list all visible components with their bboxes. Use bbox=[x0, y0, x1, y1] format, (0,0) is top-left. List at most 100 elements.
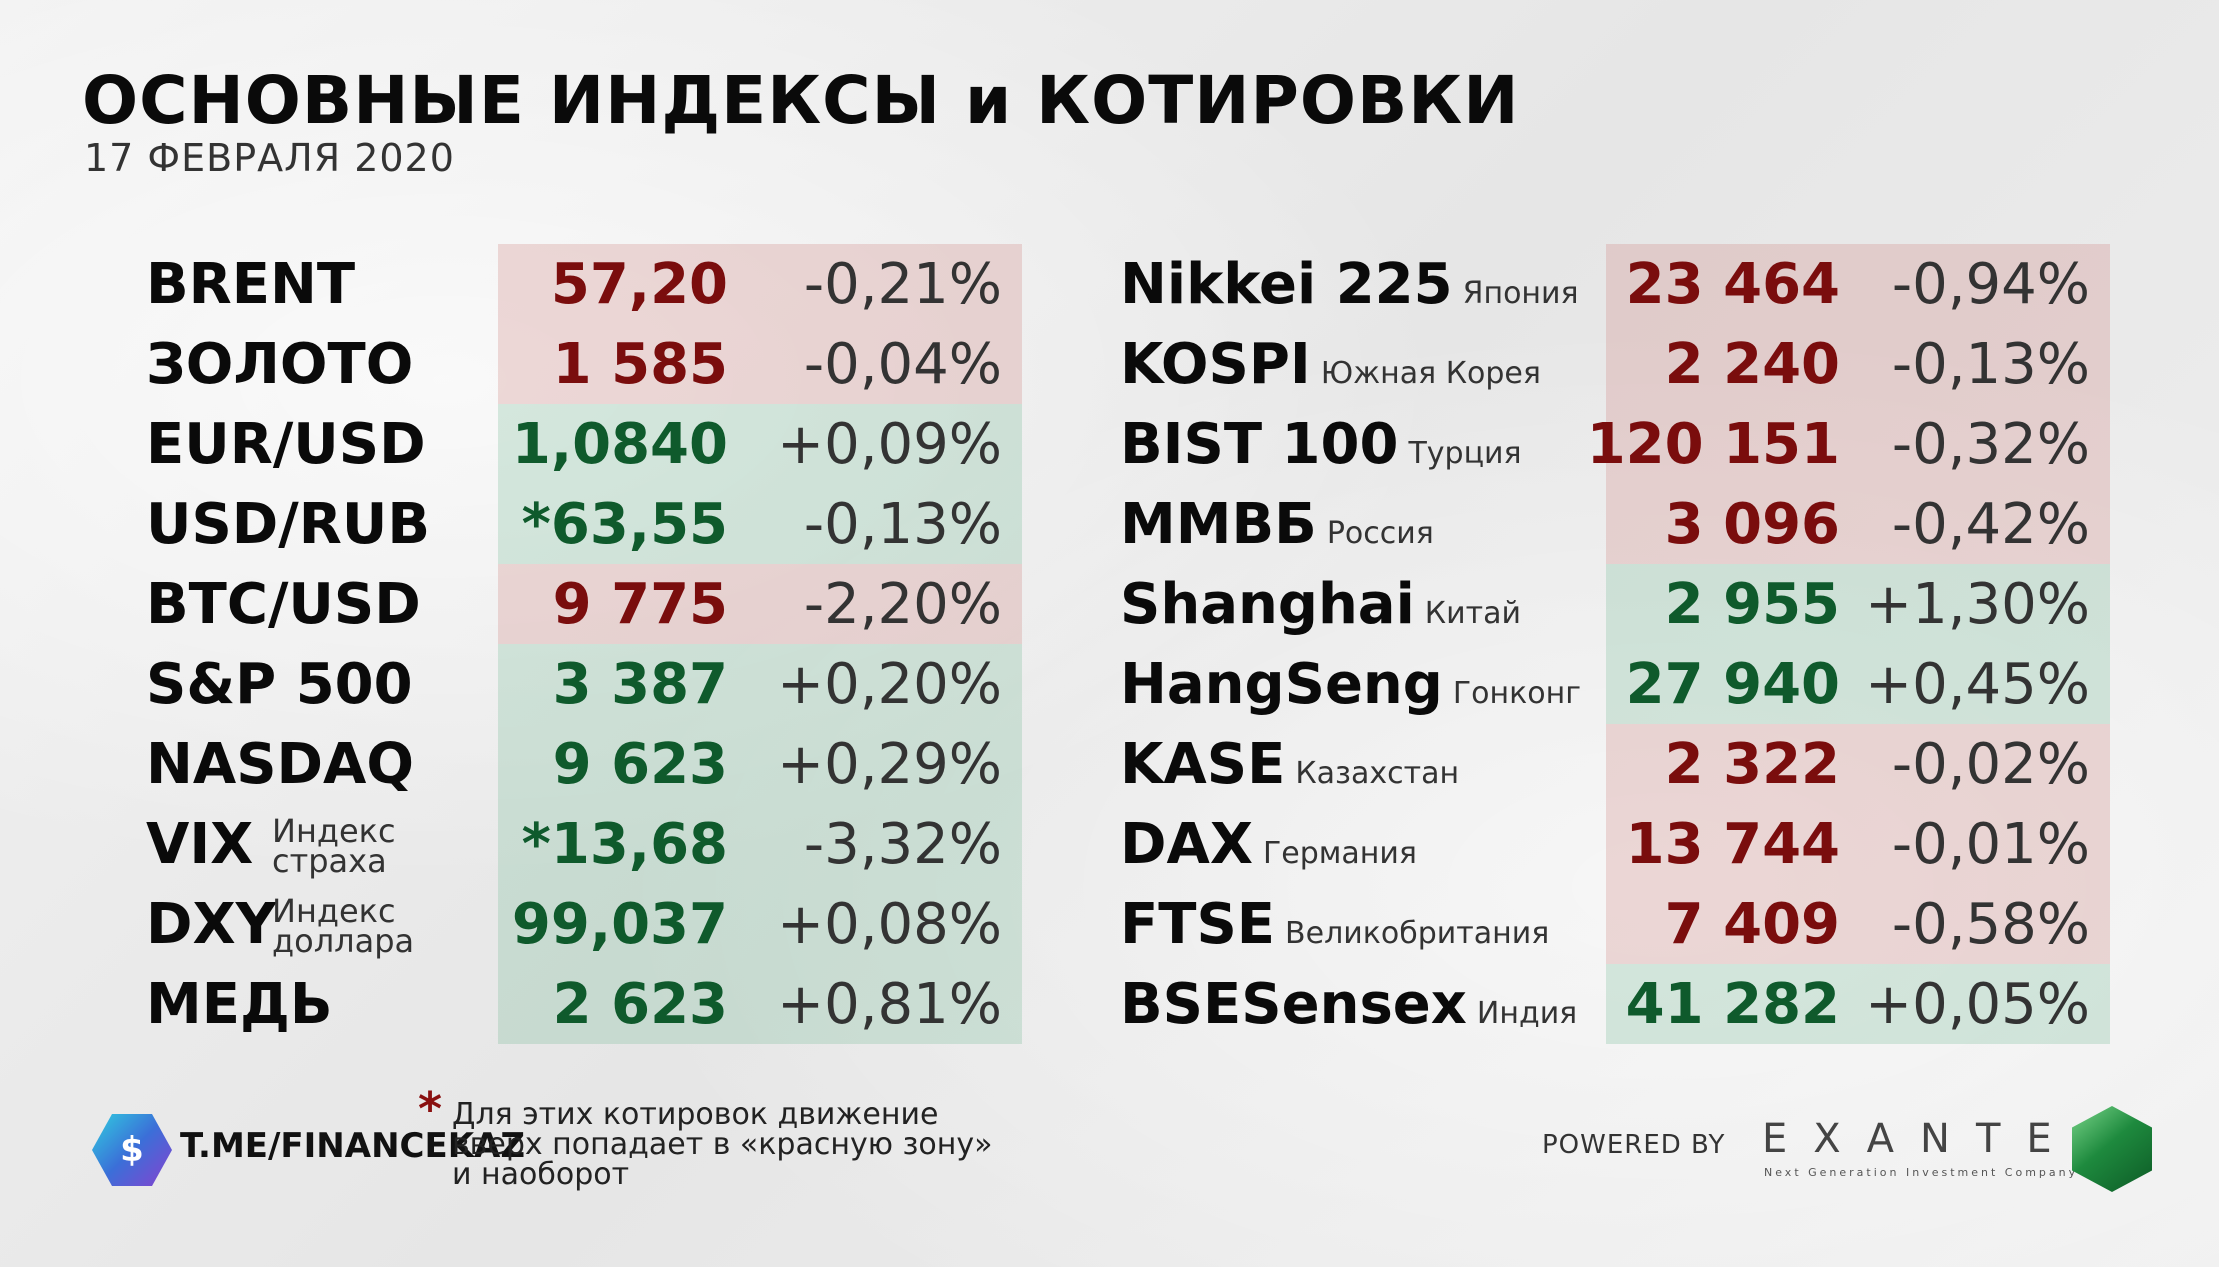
left-quote-value: 57,20 bbox=[550, 252, 728, 317]
right-quote-value: 23 464 bbox=[1625, 252, 1840, 317]
right-row-bg bbox=[1606, 644, 2110, 724]
right-quote-change: +1,30% bbox=[1865, 572, 2090, 637]
quote-country: Россия bbox=[1326, 516, 1434, 551]
left-quote-value: *63,55 bbox=[521, 492, 728, 557]
right-quote-value: 2 240 bbox=[1664, 332, 1840, 397]
left-quote-change: -0,13% bbox=[803, 492, 1002, 557]
quote-country: Турция bbox=[1408, 436, 1522, 471]
footnote: Для этих котировок движение вверх попада… bbox=[452, 1100, 993, 1190]
quote-subtitle-line-2: страха bbox=[272, 842, 387, 880]
right-quote-name: KASE Казахстан bbox=[1120, 732, 1459, 797]
quote-name-text: DXY bbox=[146, 892, 277, 957]
right-quote-name: BSESensex Индия bbox=[1120, 972, 1577, 1037]
right-quote-value: 120 151 bbox=[1586, 412, 1840, 477]
right-quote-change: +0,45% bbox=[1865, 652, 2090, 717]
right-quote-value: 2 955 bbox=[1664, 572, 1840, 637]
right-row-bg bbox=[1606, 484, 2110, 564]
left-quote-value: 9 775 bbox=[552, 572, 728, 637]
left-quote-change: +0,81% bbox=[777, 972, 1002, 1037]
right-quote-value: 3 096 bbox=[1664, 492, 1840, 557]
right-row-bg bbox=[1606, 804, 2110, 884]
quote-subtitle-line-1: Индекс bbox=[272, 892, 396, 930]
channel-link[interactable]: T.ME/FINANCEKAZ bbox=[180, 1126, 526, 1166]
quote-name-text: VIX bbox=[146, 812, 254, 877]
right-quote-change: +0,05% bbox=[1865, 972, 2090, 1037]
quote-name-text: HangSeng bbox=[1120, 652, 1443, 717]
left-quote-value: 2 623 bbox=[552, 972, 728, 1037]
quote-name-text: NASDAQ bbox=[146, 732, 414, 797]
left-quote-change: -3,32% bbox=[803, 812, 1002, 877]
right-quote-name: HangSeng Гонконг bbox=[1120, 652, 1581, 717]
quote-subtitle-line-1: Индекс bbox=[272, 812, 396, 850]
quote-country: Китай bbox=[1424, 596, 1521, 631]
quote-name-text: BTC/USD bbox=[146, 572, 421, 637]
left-quote-value: 3 387 bbox=[552, 652, 728, 717]
quote-name-text: ЗОЛОТО bbox=[146, 332, 414, 397]
right-quote-value: 2 322 bbox=[1664, 732, 1840, 797]
right-quote-name: FTSE Великобритания bbox=[1120, 892, 1549, 957]
left-row-bg bbox=[498, 564, 1022, 644]
left-quote-name: VIX bbox=[146, 812, 253, 877]
left-quote-value: 99,037 bbox=[511, 892, 728, 957]
quote-name-text: DAX bbox=[1120, 812, 1253, 877]
right-quote-value: 7 409 bbox=[1664, 892, 1840, 957]
left-quote-change: -2,20% bbox=[803, 572, 1002, 637]
left-row-bg bbox=[498, 804, 1022, 884]
left-quote-name: DXY bbox=[146, 892, 276, 957]
note-asterisk: * bbox=[418, 1082, 443, 1136]
quote-name-text: Shanghai bbox=[1120, 572, 1415, 637]
quote-country: Казахстан bbox=[1295, 756, 1460, 791]
right-row-bg bbox=[1606, 404, 2110, 484]
left-quote-name: ЗОЛОТО bbox=[146, 332, 413, 397]
left-quote-change: +0,09% bbox=[777, 412, 1002, 477]
right-row-bg bbox=[1606, 244, 2110, 324]
left-quote-name: BTC/USD bbox=[146, 572, 421, 637]
quote-country: Япония bbox=[1462, 276, 1579, 311]
exante-logo-text: EXANTE bbox=[1762, 1116, 2078, 1162]
right-quote-name: ММВБ Россия bbox=[1120, 492, 1434, 557]
right-row-bg bbox=[1606, 884, 2110, 964]
right-quote-name: DAX Германия bbox=[1120, 812, 1417, 877]
quote-name-text: ММВБ bbox=[1120, 492, 1317, 557]
left-quote-name: USD/RUB bbox=[146, 492, 430, 557]
right-quote-change: -0,58% bbox=[1891, 892, 2090, 957]
page-title: ОСНОВНЫЕ ИНДЕКСЫ и КОТИРОВКИ bbox=[82, 62, 1520, 139]
quote-name-text: S&P 500 bbox=[146, 652, 413, 717]
quote-name-text: BRENT bbox=[146, 252, 356, 317]
left-row-bg bbox=[498, 644, 1022, 724]
quote-name-text: EUR/USD bbox=[146, 412, 426, 477]
right-quote-change: -0,01% bbox=[1891, 812, 2090, 877]
powered-by-label: POWERED BY bbox=[1542, 1130, 1726, 1160]
left-row-bg bbox=[498, 884, 1022, 964]
quote-country: Гонконг bbox=[1452, 676, 1581, 711]
quote-name-text: KOSPI bbox=[1120, 332, 1311, 397]
left-quote-name: МЕДЬ bbox=[146, 972, 333, 1037]
left-quote-value: *13,68 bbox=[521, 812, 728, 877]
quote-country: Индия bbox=[1476, 996, 1578, 1031]
left-quote-name: S&P 500 bbox=[146, 652, 413, 717]
left-quote-change: -0,21% bbox=[803, 252, 1002, 317]
quote-country: Южная Корея bbox=[1320, 356, 1541, 391]
right-row-bg bbox=[1606, 324, 2110, 404]
quote-name-text: Nikkei 225 bbox=[1120, 252, 1453, 317]
left-quote-name: EUR/USD bbox=[146, 412, 426, 477]
quote-subtitle: Индекс доллара bbox=[272, 892, 414, 957]
left-row-bg bbox=[498, 964, 1022, 1044]
left-quote-name: BRENT bbox=[146, 252, 355, 317]
quote-subtitle: Индекс страха bbox=[272, 812, 396, 880]
quote-name-text: BSESensex bbox=[1120, 972, 1467, 1037]
right-quote-change: -0,02% bbox=[1891, 732, 2090, 797]
right-quote-name: Nikkei 225 Япония bbox=[1120, 252, 1579, 317]
right-quote-value: 41 282 bbox=[1625, 972, 1840, 1037]
right-quote-change: -0,42% bbox=[1891, 492, 2090, 557]
quote-name-text: BIST 100 bbox=[1120, 412, 1399, 477]
exante-tagline: Next Generation Investment Company bbox=[1764, 1166, 2079, 1179]
quote-name-text: KASE bbox=[1120, 732, 1286, 797]
left-row-bg bbox=[498, 724, 1022, 804]
right-quote-change: -0,13% bbox=[1891, 332, 2090, 397]
left-quote-value: 9 623 bbox=[552, 732, 728, 797]
left-quote-change: +0,29% bbox=[777, 732, 1002, 797]
quote-country: Великобритания bbox=[1285, 916, 1550, 951]
right-row-bg bbox=[1606, 964, 2110, 1044]
left-quote-value: 1,0840 bbox=[511, 412, 728, 477]
